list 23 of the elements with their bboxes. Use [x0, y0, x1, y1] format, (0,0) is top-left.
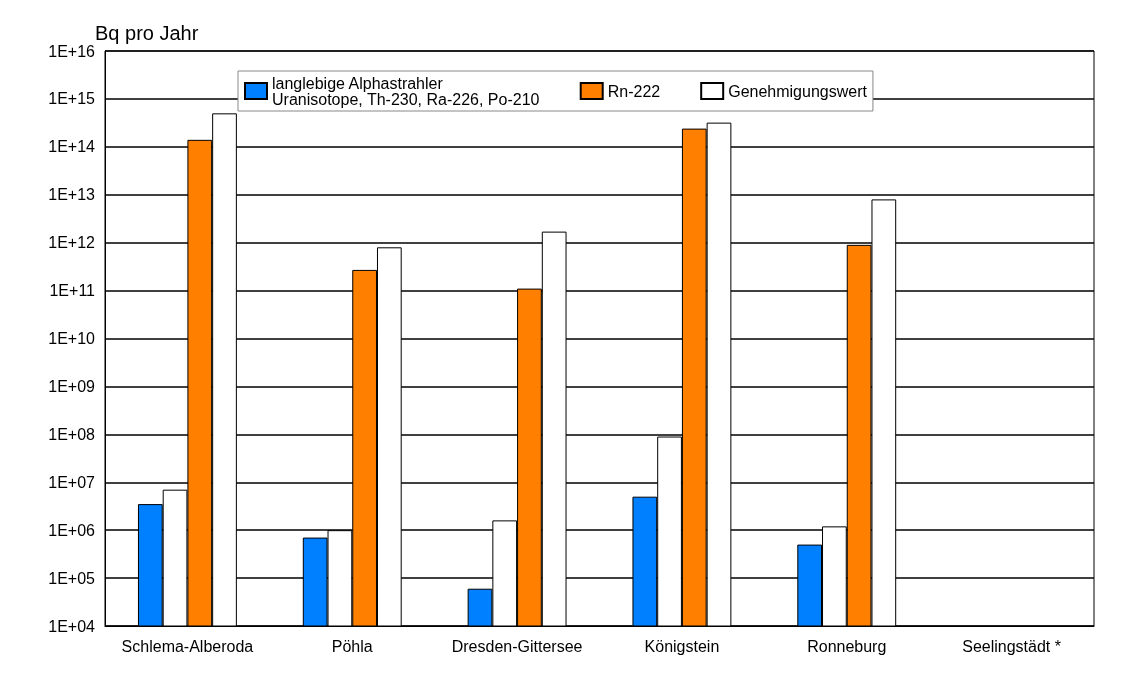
- y-tick-label: 1E+04: [48, 617, 96, 635]
- legend-label: langlebige Alphastrahler Uranisotope, Th-230, Ra-226, Po-210: [272, 74, 540, 108]
- x-tick-label: Schlema-Alberoda: [121, 637, 254, 655]
- legend-label: Rn-222: [607, 82, 661, 100]
- y-tick-label: 1E+07: [48, 473, 96, 491]
- x-tick-label: Königstein: [644, 637, 720, 655]
- y-tick-label: 1E+10: [48, 330, 96, 347]
- y-tick-label: 1E+16: [48, 42, 96, 60]
- y-tick-label: 1E+09: [48, 377, 96, 395]
- x-tick-label: Ronneburg: [807, 637, 887, 655]
- y-tick-label: 1E+05: [48, 569, 96, 587]
- y-tick-label: 1E+15: [48, 90, 96, 108]
- x-tick-label: Pöhla: [331, 637, 373, 655]
- y-axis-title: Bq pro Jahr: [95, 22, 199, 44]
- legend-label: Genehmigungswert: [728, 82, 868, 100]
- y-tick-label: 1E+12: [48, 234, 96, 252]
- y-tick-label: 1E+14: [48, 138, 96, 156]
- x-tick-label: Seelingstädt *: [962, 637, 1061, 655]
- y-tick-label: 1E+13: [48, 186, 96, 204]
- y-tick-label: 1E+06: [48, 521, 96, 539]
- x-tick-label: Dresden-Gittersee: [451, 637, 583, 655]
- y-tick-label: 1E+08: [48, 425, 96, 443]
- y-tick-label: 1E+11: [49, 282, 96, 300]
